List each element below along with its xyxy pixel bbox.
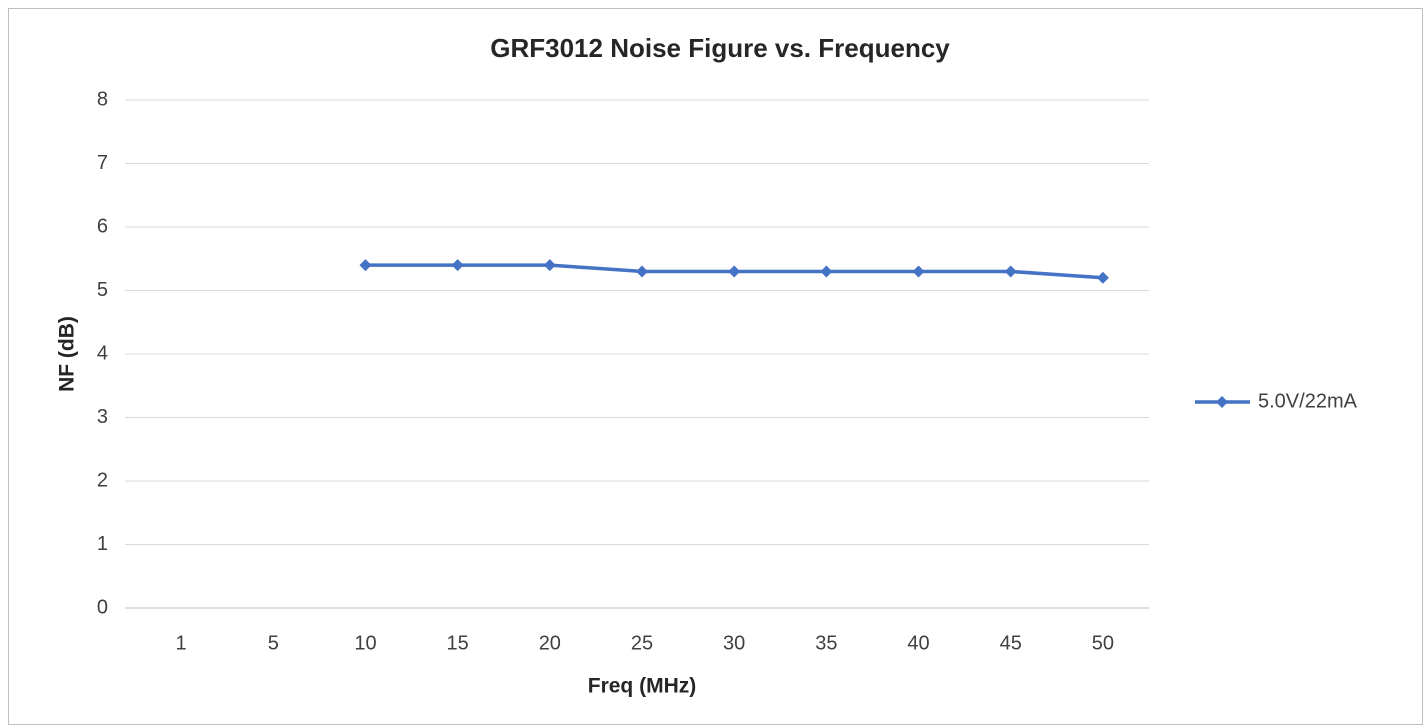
x-tick-label: 10 [354,632,376,654]
legend-marker [1216,396,1228,408]
point-marker [1096,271,1109,284]
x-tick-label: 1 [176,632,187,654]
y-tick-label: 8 [97,88,108,110]
x-tick-label: 40 [907,632,929,654]
y-tick-label: 4 [97,342,108,364]
legend-label: 5.0V/22mA [1258,390,1358,412]
point-marker [451,259,464,272]
point-marker [543,259,556,272]
point-marker [728,265,741,278]
x-axis-title: Freq (MHz) [588,675,697,698]
y-tick-label: 3 [97,406,108,428]
x-tick-label: 45 [1000,632,1022,654]
x-tick-label: 15 [447,632,469,654]
point-marker [636,265,648,278]
x-tick-label: 50 [1092,632,1114,654]
x-tick-label: 30 [723,632,745,654]
y-tick-label: 0 [97,596,108,618]
x-tick-label: 25 [631,632,653,654]
x-tick-label: 20 [539,632,561,654]
point-marker [820,265,833,278]
y-tick-label: 7 [97,152,108,174]
point-marker [1004,265,1017,278]
y-tick-label: 5 [97,279,108,301]
y-axis-title: NF (dB) [56,316,79,392]
chart-border [8,8,1423,725]
point-marker [912,265,925,278]
chart-title: GRF3012 Noise Figure vs. Frequency [490,33,950,63]
y-tick-label: 1 [97,533,108,555]
y-tick-label: 6 [97,215,108,237]
x-tick-label: 5 [268,632,279,654]
y-tick-label: 2 [97,469,108,491]
point-marker [359,259,372,272]
x-tick-label: 35 [815,632,837,654]
